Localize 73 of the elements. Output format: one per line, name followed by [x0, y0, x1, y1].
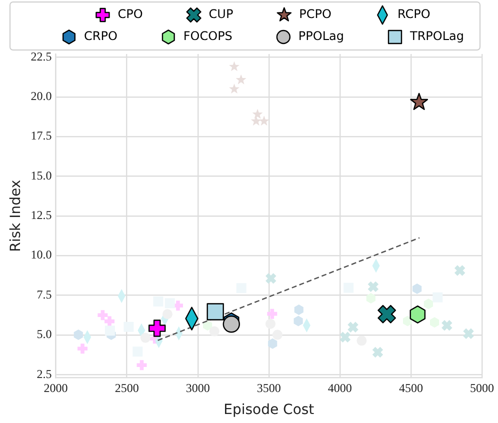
point — [153, 296, 164, 306]
legend-label: CRPO — [84, 29, 118, 44]
legend-label: CPO — [118, 7, 143, 22]
x-tick-label: 5000 — [470, 381, 494, 396]
y-tick-label: 7.5 — [36, 287, 52, 302]
legend-label: TRPOLag — [408, 29, 464, 44]
point — [372, 346, 384, 358]
point — [442, 320, 452, 331]
point — [136, 360, 147, 370]
point — [74, 330, 83, 340]
point — [368, 281, 379, 292]
point — [267, 308, 278, 319]
point — [78, 344, 88, 354]
point — [412, 284, 422, 294]
y-tick-label: 20.0 — [30, 89, 52, 104]
point — [140, 332, 150, 343]
point — [410, 305, 426, 324]
x-tick-label: 2500 — [114, 381, 139, 396]
point — [266, 273, 276, 284]
point — [424, 298, 433, 310]
point — [454, 265, 466, 276]
x-tick-label: 3000 — [186, 381, 210, 396]
point — [403, 316, 412, 326]
y-tick-label: 15.0 — [30, 168, 52, 182]
point — [294, 316, 303, 326]
y-axis-title: Risk Index — [8, 180, 24, 252]
point — [98, 310, 108, 320]
y-tick-label: 2.5 — [36, 366, 52, 381]
x-axis-title: Episode Cost — [224, 402, 315, 418]
point — [366, 293, 376, 304]
point — [294, 304, 304, 315]
y-tick-label: 17.5 — [30, 128, 52, 143]
x-tick-label: 4000 — [328, 381, 352, 396]
point — [463, 328, 474, 340]
point — [340, 332, 351, 343]
point — [378, 304, 396, 324]
point — [162, 309, 172, 320]
point — [124, 322, 134, 332]
point — [229, 84, 240, 94]
x-tick-label: 4500 — [398, 381, 423, 396]
point — [206, 303, 224, 320]
y-tick-label: 10.0 — [30, 248, 52, 262]
point — [258, 116, 270, 126]
y-tick-label: 5.0 — [36, 327, 52, 342]
legend-label: PCPO — [299, 7, 332, 22]
y-tick-label: 22.5 — [30, 49, 52, 64]
point — [148, 320, 166, 337]
point — [272, 330, 282, 340]
y-tick-label: 12.5 — [30, 208, 52, 222]
point — [250, 116, 262, 126]
x-tick-label: 2000 — [44, 381, 68, 396]
point — [252, 108, 263, 119]
point — [265, 318, 276, 329]
point — [268, 338, 278, 349]
legend-label: FOCOPS — [183, 29, 232, 44]
point — [356, 336, 367, 346]
point — [209, 326, 220, 336]
point — [236, 283, 246, 294]
legend-label: CUP — [208, 7, 234, 22]
point — [222, 316, 240, 333]
point — [229, 61, 240, 72]
point — [164, 298, 175, 308]
point — [410, 92, 428, 110]
point — [432, 292, 443, 302]
x-tick-label: 3500 — [256, 381, 281, 396]
point — [236, 74, 246, 84]
legend-label: PPOLag — [298, 29, 344, 44]
point — [104, 316, 114, 326]
point — [344, 282, 354, 293]
point — [104, 326, 115, 336]
point — [348, 322, 358, 333]
point — [202, 320, 212, 331]
legend-label: RCPO — [397, 7, 430, 22]
